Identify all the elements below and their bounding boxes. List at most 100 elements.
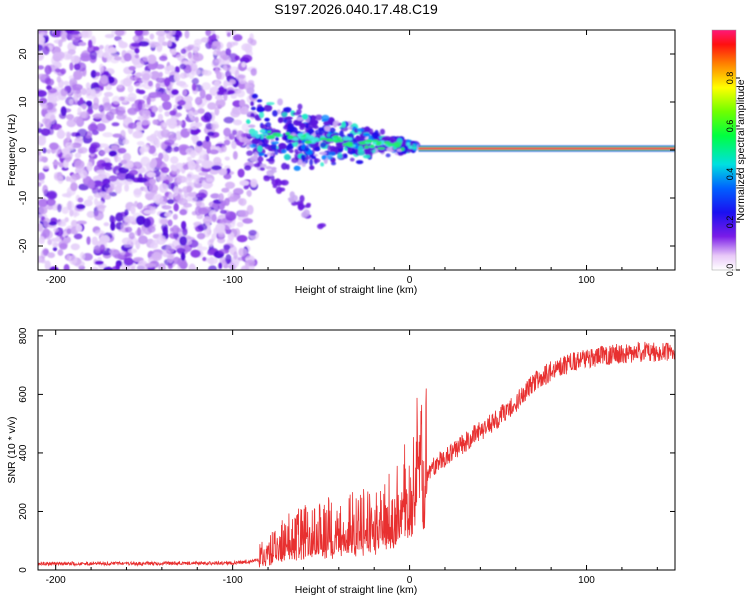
spectrogram-cell [143,209,153,215]
spectrogram-cell [167,193,176,198]
spectrogram-cell [53,228,59,233]
spectrogram-cell [371,131,379,140]
spectrogram-cell [45,102,56,111]
spectrogram-cell [148,178,157,185]
spectrogram-cell [40,179,45,184]
spectrogram-cell [111,95,121,105]
spectrogram-cell [158,152,164,160]
spectrogram-cell [263,104,273,112]
spectrogram-cell [128,169,139,176]
spectrogram-cell [160,93,171,102]
spectrogram-cell [319,137,328,141]
spectrogram-cell [301,162,306,167]
spectrogram-cell [203,112,213,122]
spectrogram-cell [146,96,151,106]
spectrogram-cell [205,30,212,37]
spectrogram-cell [226,32,231,37]
figure-title: S197.2026.040.17.48.C19 [274,1,438,17]
spectrogram-ytick-label: 0 [18,147,29,153]
spectrogram-cell [127,92,137,102]
spectrogram-cell [108,175,118,182]
spectrogram-cell [134,30,144,36]
spectrogram-cell [66,119,77,128]
spectrogram-cell [161,205,172,210]
spectrogram-cell [207,102,217,110]
spectrogram-cell [304,145,310,152]
spectrogram-cell [124,217,131,227]
spectrogram-cell [147,145,156,155]
spectrogram-cell [173,186,179,197]
spectrogram-cell [91,266,99,270]
spectrogram-cell [52,160,60,166]
spectrogram-cell [148,183,159,193]
spectrogram-cell [250,178,258,188]
spectrogram-cell [92,102,99,110]
carrier-band-core [418,147,675,150]
spectrogram-cell [243,253,250,259]
spectrogram-cell [40,128,51,137]
spectrogram-cell [43,217,51,228]
spectrogram-cell [230,110,241,118]
spectrogram-cell [203,153,208,161]
spectrogram-cell [87,195,94,201]
spectrogram-cell [99,244,106,252]
colorbar: 0.0 0.2 0.4 0.6 0.8 Normalized spectral ampl… [711,29,747,276]
spectrogram-xlabel: Height of straight line (km) [295,284,418,296]
spectrogram-cell [207,265,218,270]
spectrogram-cell [314,129,322,136]
spectrogram-cell [143,217,151,228]
spectrogram-cell [246,119,251,125]
spectrogram-cell [183,72,190,78]
spectrogram-cell [192,53,204,62]
spectrogram-cell [301,113,309,120]
spectrogram-cell [66,131,71,142]
spectrogram-cell [214,94,224,101]
spectrogram-cell [246,150,254,156]
colorbar-frame [711,29,737,271]
spectrogram-cell [164,212,172,218]
spectrogram-cell [194,116,199,123]
spectrogram-cell [171,225,180,235]
spectrogram-cell [46,148,51,154]
spectrogram-cell [190,62,198,72]
spectrogram-cell [158,71,163,78]
spectrogram-cell [138,41,150,47]
spectrogram-cell [209,86,219,96]
spectrogram-cell [158,263,166,270]
spectrogram-cell [214,58,222,63]
spectrogram-cell [124,226,133,233]
spectrogram-cell [66,114,75,120]
spectrogram-cell [75,204,86,210]
spectrogram-cell [288,149,294,154]
spectrogram-cell [283,107,290,112]
spectrogram-cell [96,169,106,175]
spectrogram-cell [219,209,228,215]
spectrogram-cell [233,251,238,260]
spectrogram-cell [283,153,291,161]
spectrogram-cell [47,94,58,105]
spectrogram-cell [136,202,143,210]
spectrogram-cell [215,223,226,233]
spectrogram-cell [183,203,193,208]
spectrogram-cell [165,32,173,39]
spectrogram-cell [247,37,254,44]
spectrogram-cell [323,121,332,126]
spectrogram-cell [65,142,74,150]
spectrogram-cell [197,224,208,231]
spectrogram-cell [223,244,231,251]
spectrogram-cell [277,117,284,124]
spectrogram-cell [326,133,331,138]
spectrogram-cell [173,232,179,239]
spectrogram-cell [174,112,182,117]
spectrogram-cell [54,68,61,73]
spectrogram-cell [60,68,67,75]
spectrogram-cell [170,164,176,171]
spectrogram-cell [400,147,405,151]
spectrogram-cell [221,144,227,153]
spectrogram-xtick-label: 100 [578,275,595,286]
spectrogram-cell [116,156,122,163]
spectrogram-cell [105,84,112,91]
spectrogram-cell [162,226,168,237]
spectrogram-cell [85,100,93,107]
spectrogram-cell [79,170,88,179]
